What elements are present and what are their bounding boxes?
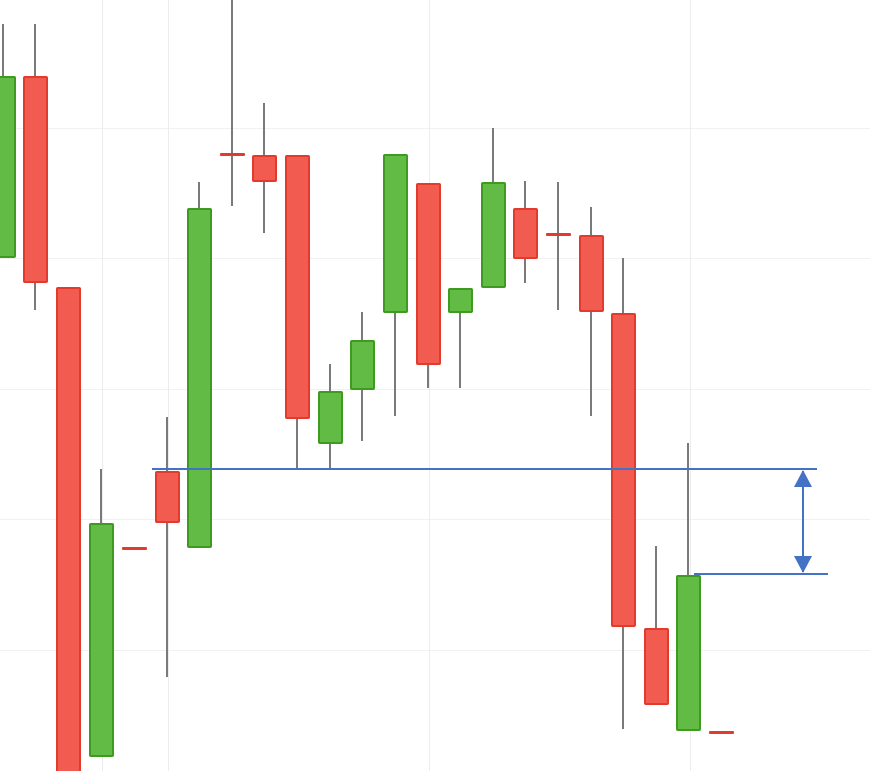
gap-lower-line[interactable] (694, 573, 828, 575)
candle-wick (459, 288, 461, 388)
candle-body (22, 76, 48, 283)
candle-body (349, 340, 375, 390)
arrow-head-up (794, 470, 812, 487)
candle-body (154, 471, 180, 523)
gap-upper-line[interactable] (152, 468, 817, 470)
candle-body (0, 76, 16, 258)
candle-body (415, 183, 441, 365)
candle-body (610, 313, 636, 627)
candle-wick (166, 417, 168, 677)
candle-open-close-dash (121, 547, 147, 550)
candle-body (480, 182, 506, 288)
candle-wick (557, 182, 559, 310)
gridline-vertical (689, 0, 691, 771)
candle-body (675, 575, 701, 731)
gridline-horizontal (0, 127, 870, 129)
candle-body (55, 287, 81, 771)
arrow-shaft (802, 471, 804, 572)
candle-body (447, 288, 473, 313)
candle-body (578, 235, 604, 312)
candle-body (186, 208, 212, 548)
candle-open-close-dash (708, 731, 734, 734)
candle-body (512, 208, 538, 259)
arrow-head-down (794, 556, 812, 573)
gridline-horizontal (0, 518, 870, 520)
gridline-vertical (428, 0, 430, 771)
candle-body (88, 523, 114, 757)
gridline-vertical (101, 0, 103, 771)
candle-open-close-dash (545, 233, 571, 236)
gridline-vertical (167, 0, 169, 771)
candle-body (382, 154, 408, 313)
candle-body (251, 155, 277, 182)
candle-open-close-dash (219, 153, 245, 156)
candle-body (317, 391, 343, 444)
gridline-horizontal (0, 388, 870, 390)
candle-wick (655, 546, 657, 705)
candle-wick (231, 0, 233, 206)
gridline-horizontal (0, 649, 870, 651)
candle-body (643, 628, 669, 705)
candle-body (284, 155, 310, 419)
